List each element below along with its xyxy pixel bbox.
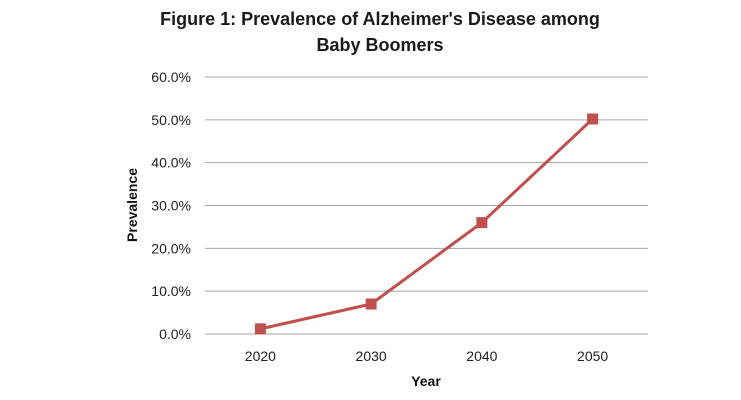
data-point-marker bbox=[476, 217, 488, 229]
x-tick-label: 2050 bbox=[577, 348, 608, 364]
chart-title-line-2: Baby Boomers bbox=[316, 35, 443, 55]
y-tick-label: 0.0% bbox=[159, 326, 191, 342]
gridlines bbox=[205, 76, 648, 335]
y-tick-label: 50.0% bbox=[151, 112, 191, 128]
y-tick-label: 20.0% bbox=[151, 240, 191, 256]
data-point-marker bbox=[365, 298, 377, 310]
x-tick-label: 2030 bbox=[356, 348, 387, 364]
y-axis-title: Prevalence bbox=[124, 168, 140, 242]
x-tick-label: 2040 bbox=[466, 348, 497, 364]
x-axis-ticks: 2020 2030 2040 2050 bbox=[245, 348, 609, 364]
series-layer bbox=[254, 113, 599, 335]
y-tick-label: 10.0% bbox=[151, 283, 191, 299]
y-axis-ticks: 0.0% 10.0% 20.0% 30.0% 40.0% 50.0% 60.0% bbox=[151, 69, 191, 342]
chart-title-line-1: Figure 1: Prevalence of Alzheimer's Dise… bbox=[160, 9, 600, 29]
data-point-marker bbox=[254, 323, 266, 335]
data-point-marker bbox=[587, 113, 599, 125]
y-tick-label: 30.0% bbox=[151, 198, 191, 214]
series-line bbox=[260, 117, 594, 331]
x-tick-label: 2020 bbox=[245, 348, 276, 364]
y-tick-label: 40.0% bbox=[151, 155, 191, 171]
x-axis-title: Year bbox=[411, 373, 441, 389]
y-tick-label: 60.0% bbox=[151, 69, 191, 85]
